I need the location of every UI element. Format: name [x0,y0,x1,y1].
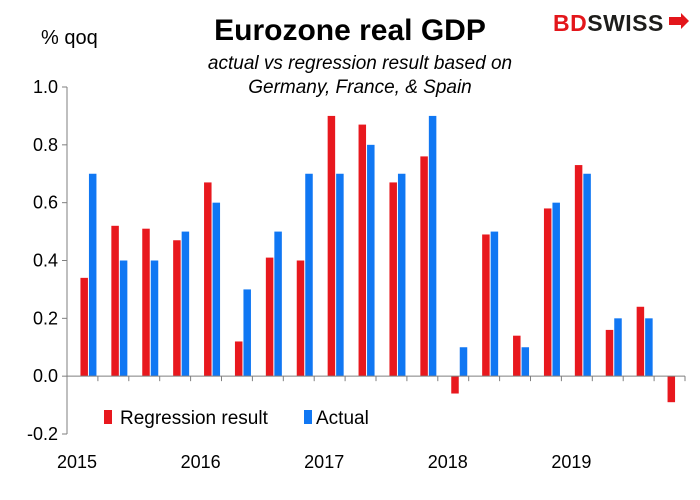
bar-regression-result [420,156,428,377]
y-tick-label: 0.0 [33,366,58,386]
legend-label-regression: Regression result [120,408,269,429]
bar-regression-result [111,225,119,377]
x-year-label: 2016 [181,452,221,472]
bar-actual [490,231,499,377]
bar-regression-result [513,335,521,377]
bar-actual [274,231,282,377]
bar-actual [212,202,221,377]
bar-regression-result [636,306,645,377]
bar-regression-result [482,234,490,377]
bar-actual [552,202,560,377]
y-tick-label: 0.8 [33,135,58,155]
bar-actual [150,260,159,377]
bar-regression-result [234,341,243,377]
bar-actual [459,347,468,377]
y-tick-label: -0.2 [27,424,58,444]
bar-regression-result [543,208,552,377]
logo-text-bd: BD [553,10,588,36]
chart-subtitle-line2: Germany, France, & Spain [248,77,472,98]
bar-regression-result [389,182,397,377]
legend-label-actual: Actual [316,408,369,429]
bar-actual [367,144,375,377]
bar-regression-result [173,240,181,377]
legend-swatch-actual [304,410,312,424]
bar-regression-result [327,115,336,377]
chart-subtitle-line1: actual vs regression result based on [207,53,513,74]
logo-text-swiss: SWISS [587,10,664,36]
x-year-label: 2018 [428,452,468,472]
bar-regression-result [265,257,274,377]
bar-actual [336,173,344,377]
bar-actual [397,173,406,377]
y-tick-label: 0.2 [33,308,58,328]
bar-actual [614,318,622,377]
x-year-label: 2019 [551,452,591,472]
bar-actual [305,173,313,377]
bar-actual [243,289,251,377]
chart-title: Eurozone real GDP [214,14,486,47]
y-axis-unit-label: % qoq [41,27,98,49]
bar-regression-result [574,165,583,377]
bar-regression-result [142,228,150,377]
bar-actual [645,318,653,377]
bar-actual [521,347,530,377]
bdswiss-logo: BD SWISS [553,10,689,37]
bar-regression-result [605,329,614,377]
x-year-label: 2015 [57,452,97,472]
y-tick-label: 0.4 [33,251,58,271]
bar-regression-result [204,182,212,377]
bar-regression-result [80,277,88,377]
bar-actual [181,231,190,377]
bar-actual [583,173,591,377]
bar-actual [88,173,97,377]
legend-swatch-regression [104,410,112,424]
bar-regression-result [451,376,459,394]
y-tick-label: 0.6 [33,193,58,213]
bar-regression-result [667,376,676,403]
logo-arrow-icon [668,12,689,29]
bar-actual [428,115,437,377]
bar-regression-result [358,124,367,377]
y-tick-label: 1.0 [33,77,58,97]
x-year-label: 2017 [304,452,344,472]
bar-regression-result [296,260,305,377]
bar-actual [119,260,128,377]
